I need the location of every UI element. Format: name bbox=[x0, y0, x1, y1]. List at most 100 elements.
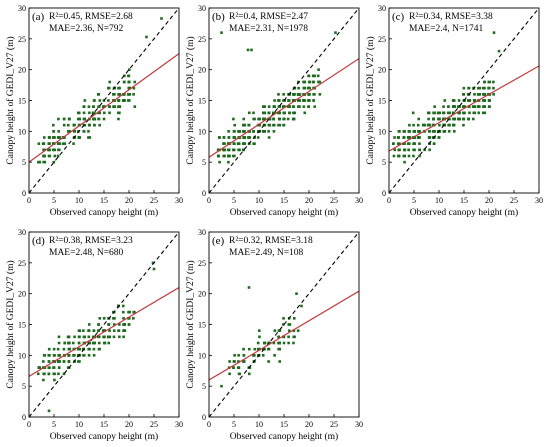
data-point bbox=[98, 123, 101, 127]
data-point bbox=[273, 329, 277, 332]
data-point bbox=[462, 117, 465, 121]
data-point bbox=[393, 148, 397, 152]
y-tick-label: 5 bbox=[22, 158, 26, 167]
data-point bbox=[62, 347, 66, 351]
data-point bbox=[228, 360, 231, 363]
data-point bbox=[112, 335, 116, 339]
data-point bbox=[233, 123, 237, 127]
stats-line-2: MAE=2.36, N=792 bbox=[49, 24, 124, 34]
data-point bbox=[42, 378, 45, 382]
y-tick-label: 5 bbox=[382, 158, 386, 167]
data-point bbox=[117, 86, 121, 90]
data-point bbox=[78, 335, 81, 339]
data-point bbox=[278, 360, 282, 363]
data-point bbox=[67, 354, 71, 357]
data-point bbox=[113, 317, 116, 320]
data-point bbox=[292, 335, 296, 339]
x-tick-label: 0 bbox=[387, 196, 391, 205]
x-tick-label: 0 bbox=[207, 420, 211, 429]
panel-label: (e) bbox=[212, 235, 225, 247]
data-point bbox=[118, 335, 121, 339]
data-point bbox=[96, 93, 100, 96]
data-point bbox=[57, 360, 61, 363]
data-point bbox=[238, 372, 241, 376]
data-point bbox=[488, 99, 491, 102]
data-point bbox=[478, 86, 481, 90]
data-point bbox=[417, 117, 421, 121]
data-point bbox=[428, 148, 431, 152]
data-point bbox=[123, 323, 127, 326]
x-tick-label: 15 bbox=[280, 420, 288, 429]
panel-b: 0 5 10 15 20 25 30 0 5 10 15 20 25 30 Observed canopy … bbox=[185, 4, 363, 218]
data-point bbox=[112, 329, 116, 332]
data-point bbox=[308, 99, 311, 102]
data-point bbox=[457, 99, 461, 102]
y-tick-label: 15 bbox=[378, 97, 386, 106]
data-point bbox=[246, 48, 250, 52]
data-point bbox=[283, 99, 287, 102]
data-point bbox=[477, 111, 481, 115]
data-point bbox=[447, 123, 451, 127]
data-point bbox=[278, 123, 282, 127]
y-tick-label: 0 bbox=[382, 189, 386, 198]
data-point bbox=[47, 142, 51, 145]
data-point bbox=[482, 105, 486, 108]
data-point bbox=[272, 111, 275, 115]
y-tick-label: 25 bbox=[198, 35, 206, 44]
data-point bbox=[108, 80, 112, 84]
data-point bbox=[282, 123, 285, 127]
data-point bbox=[51, 123, 55, 127]
data-point bbox=[316, 74, 320, 78]
data-point bbox=[466, 93, 470, 96]
data-point bbox=[300, 304, 303, 308]
data-point bbox=[242, 354, 246, 357]
data-point bbox=[121, 310, 125, 314]
identity-line bbox=[209, 232, 359, 417]
data-point bbox=[442, 111, 445, 115]
data-point bbox=[83, 117, 87, 121]
data-point bbox=[492, 93, 495, 96]
data-point bbox=[132, 86, 136, 90]
y-tick-label: 20 bbox=[18, 290, 26, 299]
data-point bbox=[476, 93, 480, 96]
x-tick-label: 10 bbox=[75, 420, 83, 429]
data-point bbox=[87, 136, 90, 139]
data-point bbox=[127, 68, 131, 71]
data-point bbox=[472, 111, 476, 115]
data-point bbox=[68, 347, 72, 351]
x-tick-label: 5 bbox=[52, 196, 56, 205]
data-point bbox=[423, 123, 427, 127]
data-point bbox=[102, 117, 106, 121]
data-point bbox=[243, 136, 247, 139]
panel-label: (b) bbox=[212, 11, 225, 23]
data-point bbox=[283, 117, 286, 121]
data-point bbox=[433, 105, 436, 108]
data-point bbox=[267, 130, 270, 133]
data-point bbox=[272, 105, 276, 108]
data-point bbox=[452, 117, 456, 121]
data-point bbox=[76, 354, 80, 357]
data-point bbox=[88, 123, 91, 127]
data-point bbox=[317, 80, 320, 84]
data-point bbox=[82, 111, 86, 115]
data-point bbox=[38, 160, 42, 164]
data-point bbox=[436, 111, 440, 115]
x-tick-label: 30 bbox=[355, 420, 363, 429]
data-point bbox=[303, 80, 306, 84]
data-point bbox=[102, 329, 106, 332]
data-point bbox=[448, 117, 451, 121]
data-point bbox=[82, 329, 85, 332]
data-point bbox=[457, 111, 461, 115]
data-point bbox=[133, 310, 136, 314]
plot-area bbox=[389, 8, 539, 193]
data-point bbox=[263, 111, 267, 115]
data-point bbox=[47, 148, 51, 152]
identity-line bbox=[29, 232, 179, 417]
x-tick-label: 20 bbox=[305, 420, 313, 429]
data-point bbox=[48, 366, 51, 369]
data-point bbox=[258, 335, 261, 339]
data-point bbox=[106, 335, 110, 339]
data-point bbox=[72, 354, 75, 357]
data-point bbox=[417, 130, 421, 133]
data-point bbox=[442, 105, 445, 108]
